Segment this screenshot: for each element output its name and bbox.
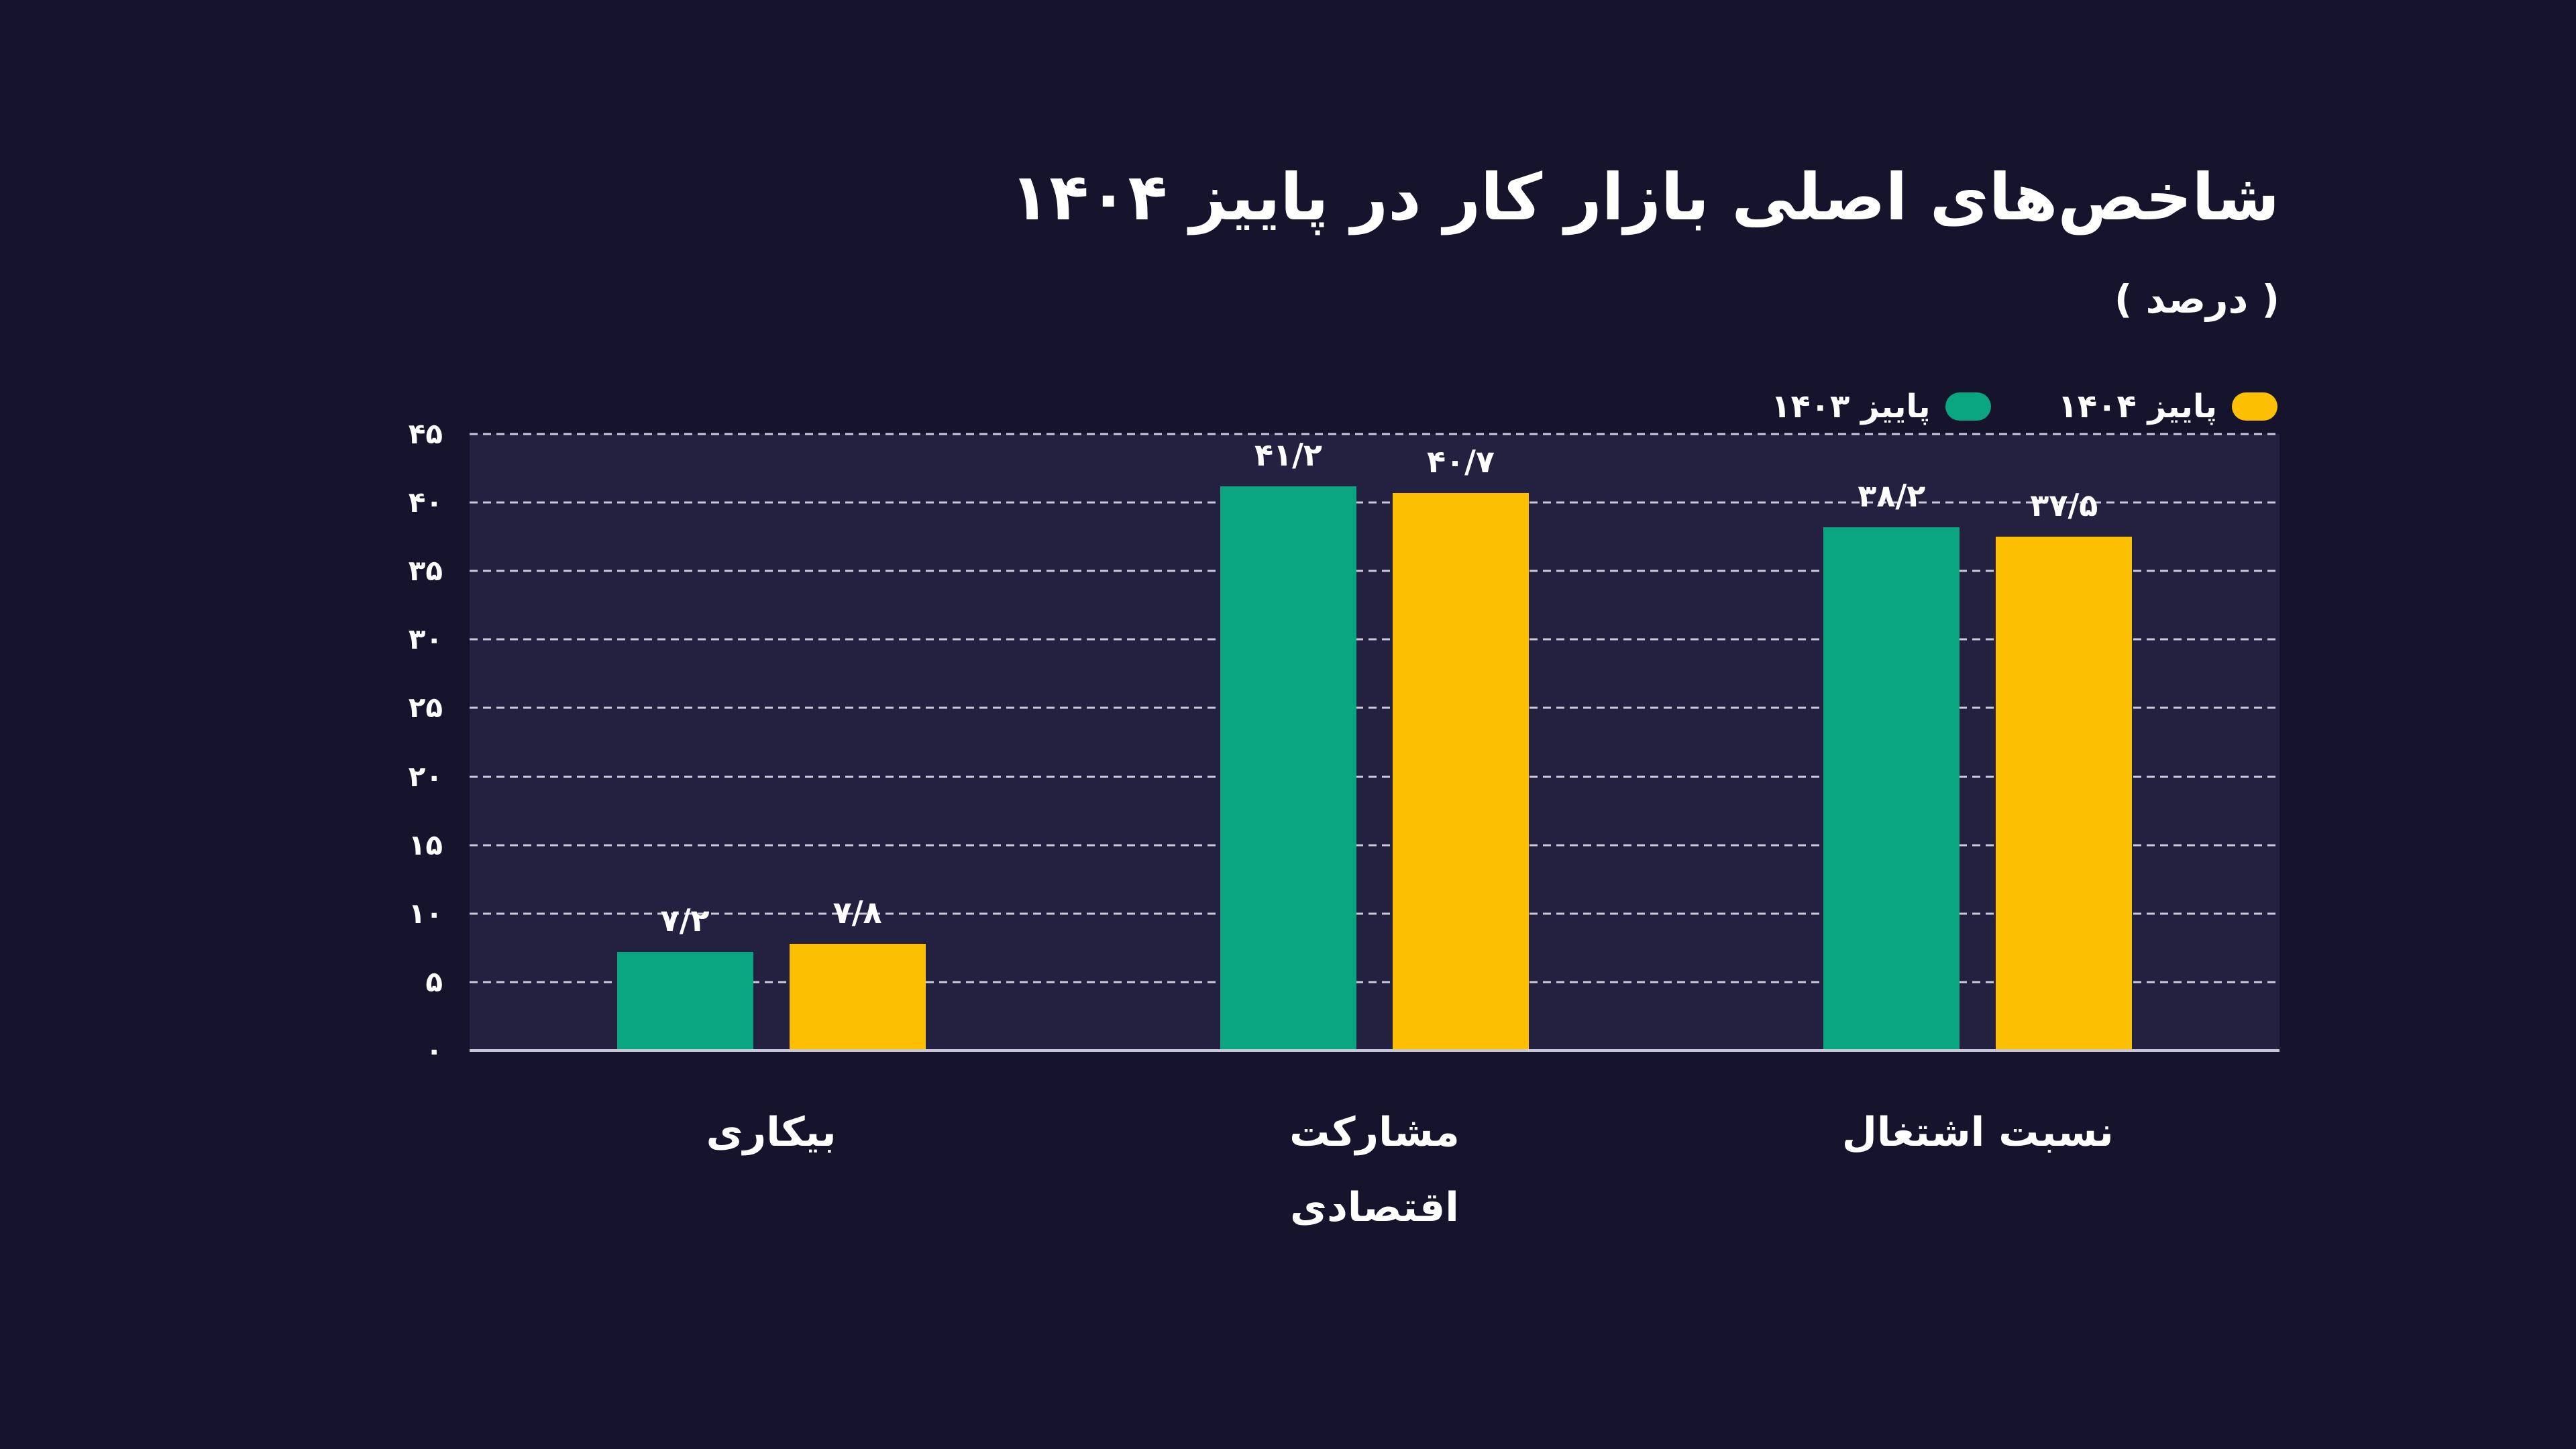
category-label: مشارکت اقتصادی <box>1289 1109 1460 1231</box>
legend-item-autumn-1403: پاییز ۱۴۰۳ <box>1771 388 1991 425</box>
legend: پاییز ۱۴۰۳ پاییز ۱۴۰۴ <box>1771 388 2277 425</box>
chart-unit-label: ( درصد ) <box>2114 276 2279 322</box>
y-axis-tick-label: ۱۰ <box>408 896 443 930</box>
bar-autumn-1404: ۷/۸ <box>789 894 926 1051</box>
gridline <box>470 775 2279 778</box>
y-axis-tick-label: ۱۵ <box>408 828 443 861</box>
gridline <box>470 844 2279 847</box>
bar-value-label: ۳۸/۲ <box>1858 477 1926 514</box>
y-axis-tick-label: ۳۵ <box>408 554 443 588</box>
y-axis-tick-label: ۳۰ <box>408 623 443 656</box>
bar-autumn-1403: ۴۱/۲ <box>1220 437 1356 1051</box>
legend-swatch-icon <box>2232 392 2277 421</box>
legend-label: پاییز ۱۴۰۳ <box>1771 388 1931 425</box>
plot-area: ۷/۲ ۷/۸ بیکاری ۴۱/۲ ۴۰/۷ مشارکت اقتصادی ۳۸/۲ ۳۷… <box>409 420 2279 1231</box>
bar-autumn-1404: ۴۰/۷ <box>1392 443 1529 1051</box>
bar-autumn-1404: ۳۷/۵ <box>1996 487 2133 1051</box>
gridline <box>470 912 2279 915</box>
bar-value-label: ۳۷/۵ <box>2030 487 2098 524</box>
bar-autumn-1403: ۷/۲ <box>616 902 753 1051</box>
bar-value-label: ۷/۲ <box>660 902 710 938</box>
bar-value-label: ۷/۸ <box>833 894 882 930</box>
gridline <box>470 433 2279 435</box>
gridline <box>470 981 2279 983</box>
legend-swatch-icon <box>1945 392 1991 421</box>
y-axis-tick-label: ۲۰ <box>408 759 443 793</box>
chart-title: شاخص‌های اصلی بازار کار در پاییز ۱۴۰۴ <box>1010 160 2279 235</box>
y-axis-tick-label: ۰ <box>425 1034 443 1067</box>
gridline <box>470 501 2279 504</box>
y-axis-tick-label: ۴۰ <box>408 486 443 519</box>
bar-group: ۷/۲ ۷/۸ بیکاری <box>470 434 1073 1156</box>
gridline <box>470 570 2279 572</box>
legend-item-autumn-1404: پاییز ۱۴۰۴ <box>2058 388 2277 425</box>
x-axis-line <box>470 1049 2279 1052</box>
gridline <box>470 638 2279 641</box>
gridline <box>470 706 2279 709</box>
bar-autumn-1403: ۳۸/۲ <box>1823 478 1960 1051</box>
category-label: بیکاری <box>706 1109 837 1156</box>
y-axis-tick-label: ۴۵ <box>408 417 443 450</box>
bar-value-label: ۴۱/۲ <box>1254 436 1322 473</box>
category-label: نسبت اشتغال <box>1841 1109 2114 1156</box>
bar-group: ۳۸/۲ ۳۷/۵ نسبت اشتغال <box>1676 434 2279 1156</box>
bar-groups: ۷/۲ ۷/۸ بیکاری ۴۱/۲ ۴۰/۷ مشارکت اقتصادی ۳۸/۲ ۳۷… <box>470 434 2279 1231</box>
y-axis-tick-label: ۲۵ <box>408 691 443 724</box>
y-axis-tick-label: ۵ <box>425 965 443 998</box>
bar-value-label: ۴۰/۷ <box>1426 443 1495 480</box>
legend-label: پاییز ۱۴۰۴ <box>2057 388 2217 425</box>
bar-group: ۴۱/۲ ۴۰/۷ مشارکت اقتصادی <box>1073 434 1676 1231</box>
